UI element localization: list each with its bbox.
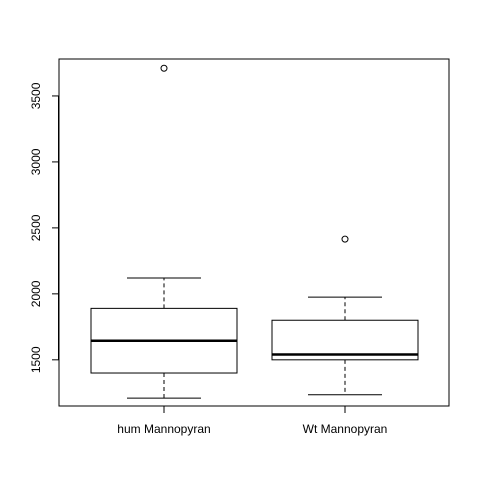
y-tick-label: 2500	[29, 214, 43, 241]
y-tick-label: 3500	[29, 82, 43, 109]
y-tick-label: 1500	[29, 346, 43, 373]
outlier-point	[341, 235, 349, 243]
x-tick-label: hum Mannopyran	[117, 422, 210, 436]
box	[271, 319, 419, 361]
x-tick-label: Wt Mannopyran	[303, 422, 388, 436]
y-tick-label: 2000	[29, 280, 43, 307]
y-tick-label: 3000	[29, 148, 43, 175]
outlier-point	[160, 64, 168, 72]
